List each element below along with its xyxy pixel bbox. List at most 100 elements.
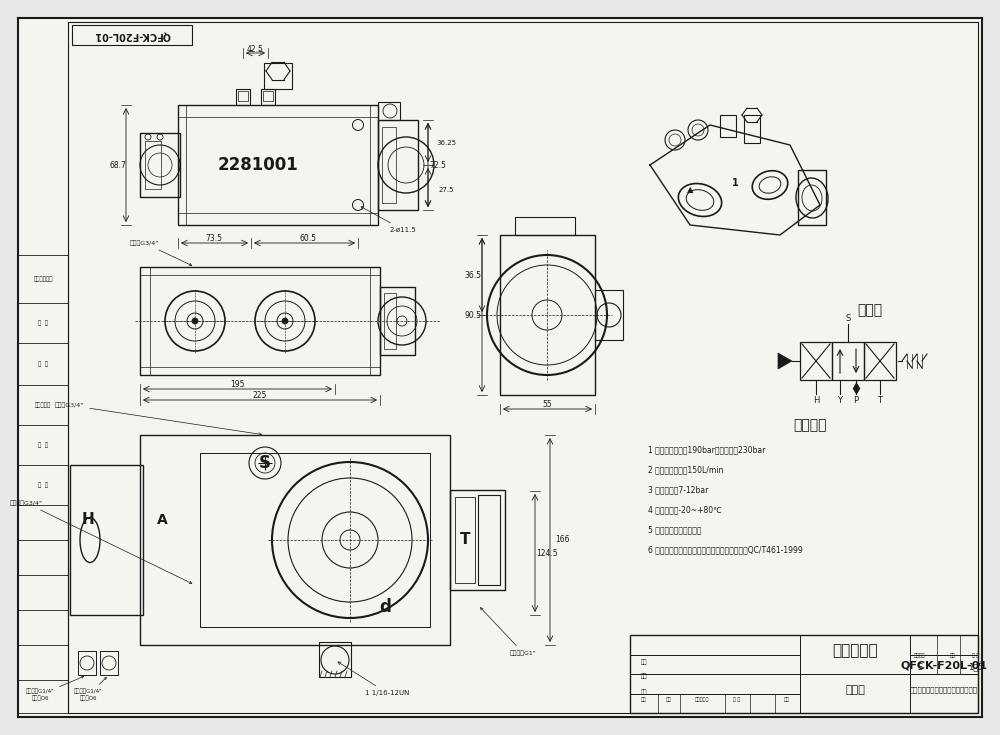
Text: 2 流量：最大流量150L/min: 2 流量：最大流量150L/min [648, 465, 723, 475]
Bar [832, 342, 864, 380]
Circle shape [192, 318, 198, 324]
Bar [864, 342, 896, 380]
Text: T: T [878, 395, 883, 404]
Text: S: S [845, 314, 851, 323]
Text: 审核: 审核 [641, 673, 647, 679]
Bar [100, 651, 118, 675]
Text: 225: 225 [253, 390, 267, 400]
Text: 1: 1 [732, 178, 738, 188]
Text: H: H [813, 395, 819, 404]
Text: 标记: 标记 [641, 698, 647, 703]
Bar [382, 127, 396, 203]
Bar [263, 91, 273, 101]
Text: 技术参数: 技术参数 [793, 418, 827, 432]
Bar [72, 25, 192, 45]
Text: 液压换向阀: 液压换向阀 [832, 644, 878, 659]
Text: 90.5: 90.5 [464, 310, 482, 320]
Text: S: S [917, 662, 923, 672]
Bar [720, 115, 736, 137]
Bar [145, 141, 161, 189]
Bar [378, 102, 400, 120]
Text: S: S [259, 454, 271, 472]
Text: 签 字: 签 字 [733, 698, 741, 703]
Text: 72.5: 72.5 [430, 160, 446, 170]
Text: 图纸比例: 图纸比例 [914, 653, 926, 658]
Text: 更改文件号: 更改文件号 [695, 698, 709, 703]
Text: 195: 195 [230, 379, 244, 389]
Text: 36.5: 36.5 [464, 270, 482, 279]
Text: 数量: 数量 [950, 653, 956, 658]
Text: 5 工作介质：抗磨液压油: 5 工作介质：抗磨液压油 [648, 526, 702, 534]
Bar [500, 235, 595, 395]
Text: 日  期: 日 期 [38, 482, 48, 488]
Text: 管道用件登记: 管道用件登记 [33, 276, 53, 282]
Text: 166: 166 [555, 536, 569, 545]
Text: 排气接口G1/4"
排气塞O6: 排气接口G1/4" 排气塞O6 [26, 676, 84, 701]
Text: 42.5: 42.5 [247, 45, 264, 54]
Bar [455, 497, 475, 583]
Bar [595, 290, 623, 340]
Text: 日期: 日期 [784, 698, 790, 703]
Text: 6 产品执行标准：《自卸汽车换向阀技术条件》QC/T461-1999: 6 产品执行标准：《自卸汽车换向阀技术条件》QC/T461-1999 [648, 545, 803, 554]
Bar [744, 115, 760, 143]
Text: 36.25: 36.25 [436, 140, 456, 146]
Text: 3 控制气压：7-12bar: 3 控制气压：7-12bar [648, 486, 708, 495]
Text: 处数: 处数 [666, 698, 672, 703]
Text: 进油口G3/4": 进油口G3/4" [55, 402, 261, 435]
Bar [380, 287, 415, 355]
Text: 1 1/16-12UN: 1 1/16-12UN [338, 662, 409, 696]
Text: 1 压力：额定压力190bar，最大压力230bar: 1 压力：额定压力190bar，最大压力230bar [648, 445, 765, 454]
Bar [515, 217, 575, 235]
Bar [140, 133, 180, 197]
Text: 组合件: 组合件 [845, 685, 865, 695]
Bar [264, 63, 292, 89]
Text: 124.5: 124.5 [536, 548, 558, 558]
Text: 55: 55 [543, 400, 552, 409]
Text: 描  图: 描 图 [38, 320, 48, 326]
Bar [319, 642, 351, 677]
Text: 原理图: 原理图 [857, 303, 883, 317]
Text: 68.7: 68.7 [110, 160, 126, 170]
Text: 4 工作温度：-20~+80℃: 4 工作温度：-20~+80℃ [648, 506, 722, 514]
Text: 回油进口G3/4": 回油进口G3/4" [10, 501, 192, 584]
Text: 60.5: 60.5 [300, 234, 316, 243]
Bar [450, 490, 505, 590]
Text: 第 页: 第 页 [972, 653, 980, 658]
Bar [178, 105, 378, 225]
Bar [70, 465, 143, 615]
Bar [200, 453, 430, 627]
Text: H: H [82, 512, 94, 528]
Bar [140, 267, 380, 375]
Text: 进气接口G1/4"
进气塞O6: 进气接口G1/4" 进气塞O6 [74, 678, 106, 701]
Text: 2-ø11.5: 2-ø11.5 [361, 207, 417, 233]
Bar [238, 91, 248, 101]
Bar [384, 293, 396, 349]
Text: QFCK-F20L-01: QFCK-F20L-01 [900, 660, 988, 670]
Bar [140, 435, 450, 645]
Bar [798, 170, 826, 225]
Bar [478, 495, 500, 585]
Text: 73.5: 73.5 [206, 234, 222, 243]
Text: 2281001: 2281001 [218, 156, 298, 174]
Bar [800, 342, 832, 380]
Text: 校  量: 校 量 [38, 361, 48, 367]
Polygon shape [778, 353, 792, 369]
Text: 工艺: 工艺 [641, 689, 647, 695]
Text: T: T [460, 532, 470, 548]
Bar [630, 635, 978, 713]
Text: A: A [157, 513, 167, 527]
Text: 设计: 设计 [641, 659, 647, 664]
Bar [236, 89, 250, 105]
Text: 归底图层号: 归底图层号 [35, 402, 51, 408]
Text: 回油进口G1": 回油进口G1" [480, 608, 537, 656]
Text: d: d [379, 598, 391, 616]
Text: ▲: ▲ [687, 185, 693, 195]
Text: Y: Y [838, 395, 842, 404]
Bar [378, 120, 418, 210]
Text: QFCK-F20L-01: QFCK-F20L-01 [94, 30, 170, 40]
Text: P: P [853, 395, 859, 404]
Text: 签  字: 签 字 [38, 442, 48, 448]
Text: 常州市武进安圧液压件制造有限公司: 常州市武进安圧液压件制造有限公司 [910, 686, 978, 693]
Bar [261, 89, 275, 105]
Circle shape [282, 318, 288, 324]
